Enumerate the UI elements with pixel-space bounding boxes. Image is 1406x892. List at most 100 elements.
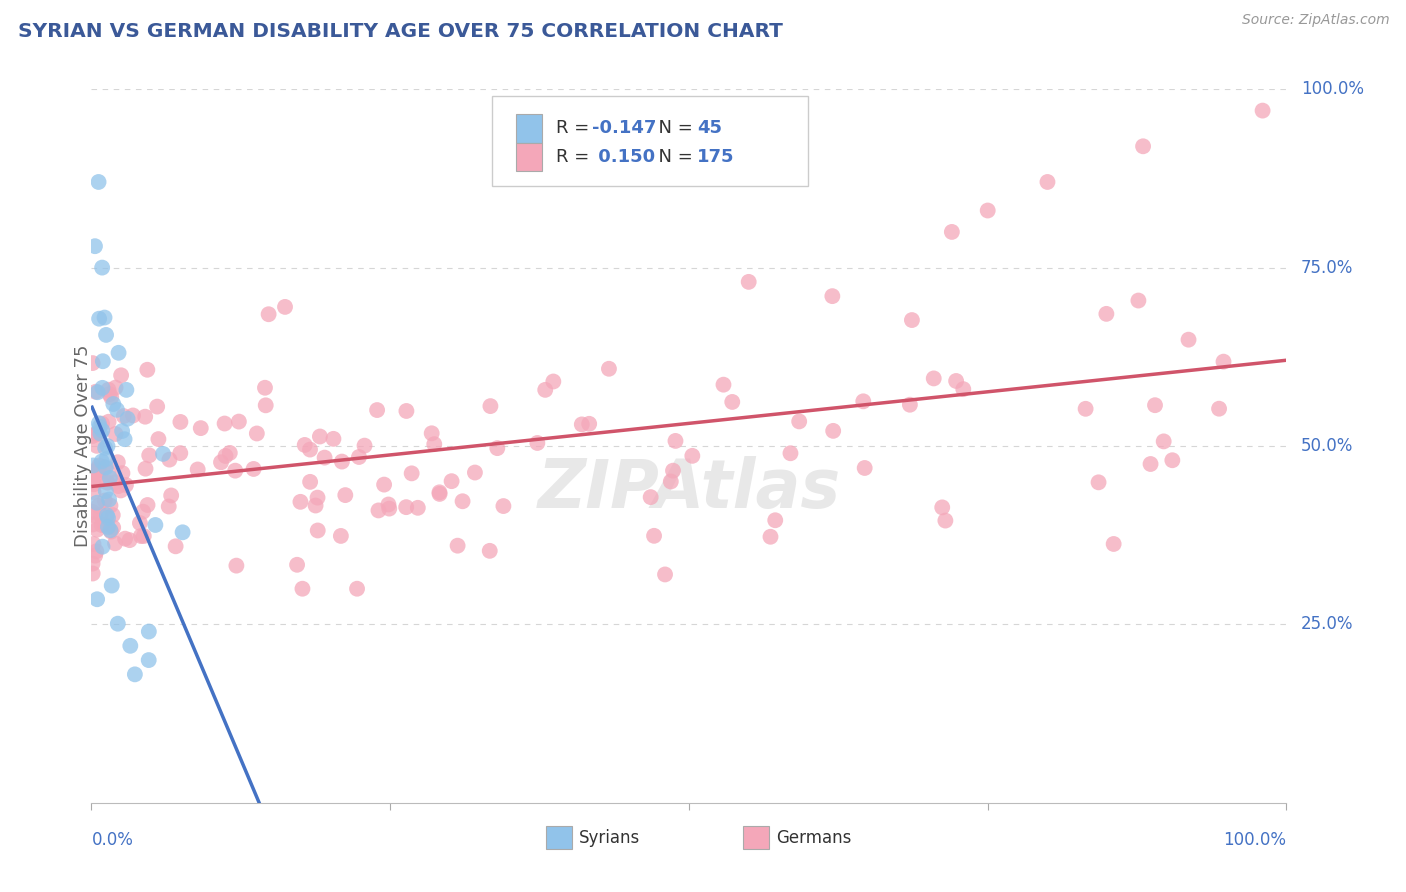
- Point: [107, 346, 129, 360]
- Point: [84, 549, 107, 563]
- Point: [214, 417, 236, 431]
- Text: 25.0%: 25.0%: [1301, 615, 1354, 633]
- Point: [110, 483, 132, 498]
- Point: [440, 474, 463, 488]
- Point: [169, 415, 191, 429]
- Point: [187, 462, 209, 476]
- Point: [853, 461, 876, 475]
- Point: [976, 203, 998, 218]
- Point: [107, 616, 129, 631]
- Point: [429, 485, 451, 500]
- Point: [104, 536, 127, 550]
- Point: [107, 455, 129, 469]
- Point: [1143, 398, 1166, 412]
- Point: [107, 479, 129, 493]
- Point: [401, 467, 423, 481]
- Point: [492, 499, 515, 513]
- Point: [97, 415, 120, 429]
- Point: [378, 501, 401, 516]
- Point: [87, 463, 110, 477]
- Point: [84, 544, 107, 558]
- Point: [97, 466, 120, 480]
- Text: 100.0%: 100.0%: [1301, 80, 1364, 98]
- Point: [821, 289, 844, 303]
- Point: [93, 517, 115, 532]
- Point: [86, 464, 108, 478]
- Point: [852, 394, 875, 409]
- Point: [132, 529, 155, 543]
- Point: [479, 399, 502, 413]
- Point: [543, 375, 565, 389]
- Point: [93, 310, 115, 325]
- Point: [82, 537, 104, 551]
- Point: [464, 466, 486, 480]
- Text: R =: R =: [557, 148, 595, 166]
- Text: N =: N =: [647, 120, 699, 137]
- Point: [1251, 103, 1274, 118]
- Point: [945, 374, 967, 388]
- Point: [97, 383, 120, 397]
- Point: [931, 500, 953, 515]
- Point: [100, 524, 122, 539]
- Point: [367, 503, 389, 517]
- Point: [111, 424, 134, 438]
- Point: [104, 427, 127, 442]
- Point: [759, 530, 782, 544]
- Point: [146, 400, 169, 414]
- Point: [214, 449, 236, 463]
- Point: [90, 454, 112, 468]
- Point: [86, 523, 108, 537]
- Point: [486, 441, 509, 455]
- Point: [93, 460, 115, 475]
- Point: [307, 491, 329, 505]
- FancyBboxPatch shape: [492, 96, 808, 186]
- Point: [148, 432, 170, 446]
- Point: [87, 458, 110, 473]
- Point: [225, 558, 247, 573]
- Point: [87, 417, 110, 431]
- Text: -0.147: -0.147: [592, 120, 657, 137]
- Text: 0.150: 0.150: [592, 148, 655, 166]
- Point: [662, 464, 685, 478]
- Point: [1153, 434, 1175, 449]
- Point: [1036, 175, 1059, 189]
- Point: [659, 475, 682, 489]
- Point: [763, 513, 786, 527]
- Point: [111, 466, 134, 480]
- Point: [406, 500, 429, 515]
- Point: [83, 508, 105, 523]
- Point: [598, 361, 620, 376]
- Point: [82, 557, 104, 571]
- Point: [136, 498, 159, 512]
- Bar: [516, 114, 541, 143]
- Point: [395, 500, 418, 515]
- Point: [423, 437, 446, 451]
- Point: [571, 417, 593, 432]
- Point: [89, 508, 111, 522]
- Point: [654, 567, 676, 582]
- Point: [104, 381, 127, 395]
- Point: [157, 500, 180, 514]
- Point: [104, 475, 127, 490]
- Point: [228, 415, 250, 429]
- Point: [823, 424, 845, 438]
- Point: [96, 452, 118, 467]
- Point: [322, 432, 344, 446]
- Point: [952, 382, 974, 396]
- Point: [165, 539, 187, 553]
- Point: [643, 529, 665, 543]
- Point: [84, 384, 107, 399]
- Point: [787, 414, 810, 428]
- Point: [395, 404, 418, 418]
- Text: 175: 175: [697, 148, 735, 166]
- Point: [298, 442, 321, 457]
- Point: [713, 377, 735, 392]
- Point: [1208, 401, 1230, 416]
- Text: 0.0%: 0.0%: [91, 831, 134, 849]
- Point: [152, 447, 174, 461]
- Point: [242, 462, 264, 476]
- Point: [91, 540, 114, 554]
- Point: [274, 300, 297, 314]
- Point: [89, 426, 111, 441]
- Point: [134, 409, 156, 424]
